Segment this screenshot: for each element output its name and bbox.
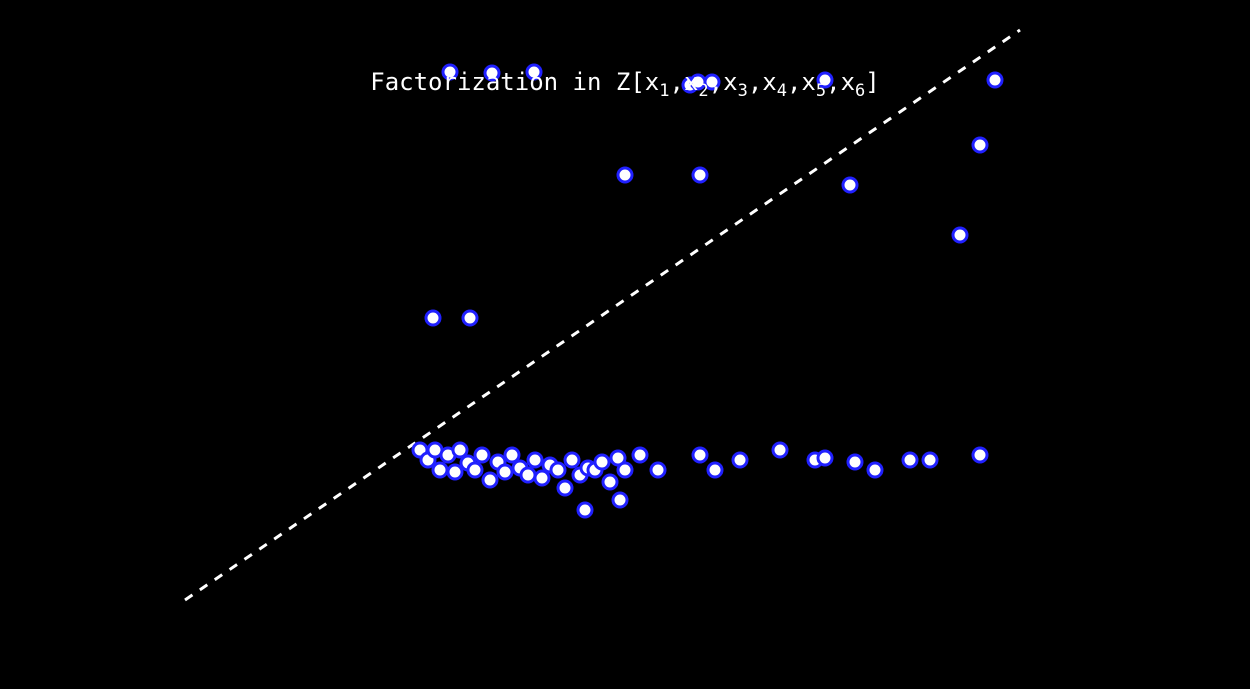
scatter-point: [953, 228, 967, 242]
scatter-point: [535, 471, 549, 485]
scatter-point: [475, 448, 489, 462]
scatter-point: [923, 453, 937, 467]
scatter-point: [633, 448, 647, 462]
scatter-point: [848, 455, 862, 469]
scatter-point: [483, 473, 497, 487]
scatter-point: [973, 138, 987, 152]
scatter-point: [463, 311, 477, 325]
scatter-point: [613, 493, 627, 507]
scatter-point: [433, 463, 447, 477]
scatter-point: [603, 475, 617, 489]
scatter-point: [693, 448, 707, 462]
scatter-point: [551, 463, 565, 477]
scatter-point: [528, 453, 542, 467]
scatter-point: [708, 463, 722, 477]
scatter-point: [565, 453, 579, 467]
chart-svg: Factorization in Z[x1,x2,x3,x4,x5,x6]: [0, 0, 1250, 689]
scatter-point: [453, 443, 467, 457]
scatter-point: [448, 465, 462, 479]
scatter-point: [426, 311, 440, 325]
scatter-point: [843, 178, 857, 192]
scatter-point: [733, 453, 747, 467]
scatter-point: [618, 168, 632, 182]
scatter-point: [521, 468, 535, 482]
scatter-point: [903, 453, 917, 467]
scatter-point: [578, 503, 592, 517]
scatter-point: [618, 463, 632, 477]
scatter-point: [693, 168, 707, 182]
scatter-point: [505, 448, 519, 462]
scatter-point: [558, 481, 572, 495]
scatter-point: [595, 455, 609, 469]
scatter-point: [773, 443, 787, 457]
chart-background: [0, 0, 1250, 689]
scatter-point: [498, 465, 512, 479]
scatter-point: [651, 463, 665, 477]
scatter-point: [973, 448, 987, 462]
scatter-point: [818, 451, 832, 465]
scatter-point: [868, 463, 882, 477]
scatter-point: [988, 73, 1002, 87]
scatter-point: [468, 463, 482, 477]
scatter-chart: Factorization in Z[x1,x2,x3,x4,x5,x6]: [0, 0, 1250, 689]
